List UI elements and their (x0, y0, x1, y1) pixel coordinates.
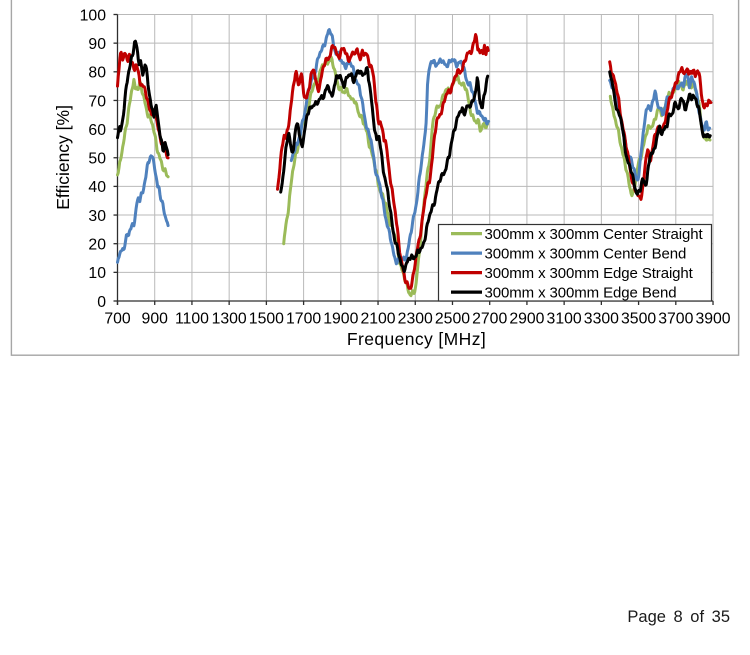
svg-text:1900: 1900 (323, 310, 358, 327)
svg-text:70: 70 (88, 93, 106, 110)
svg-text:80: 80 (88, 65, 106, 82)
svg-text:Page 8 of 35: Page 8 of 35 (627, 608, 730, 626)
svg-text:10: 10 (88, 265, 106, 282)
svg-text:50: 50 (88, 151, 106, 168)
svg-text:Frequency [MHz]: Frequency [MHz] (347, 329, 486, 349)
svg-text:3900: 3900 (695, 310, 730, 327)
svg-text:2900: 2900 (509, 310, 544, 327)
svg-text:3700: 3700 (658, 310, 693, 327)
svg-text:1700: 1700 (286, 310, 321, 327)
svg-text:3500: 3500 (621, 310, 656, 327)
svg-text:100: 100 (80, 7, 107, 24)
svg-text:2100: 2100 (360, 310, 395, 327)
svg-text:20: 20 (88, 237, 106, 254)
svg-text:90: 90 (88, 36, 106, 53)
svg-text:60: 60 (88, 122, 106, 139)
svg-text:1100: 1100 (175, 310, 209, 327)
svg-text:300mm x 300mm Edge Bend: 300mm x 300mm Edge Bend (485, 285, 677, 302)
svg-text:2700: 2700 (472, 310, 507, 327)
svg-text:3100: 3100 (547, 310, 582, 327)
svg-text:30: 30 (88, 208, 106, 225)
svg-text:2300: 2300 (398, 310, 433, 327)
svg-text:Efficiency [%]: Efficiency [%] (53, 105, 73, 210)
svg-text:1300: 1300 (212, 310, 247, 327)
svg-text:300mm x 300mm Center Straight: 300mm x 300mm Center Straight (485, 226, 704, 243)
svg-text:900: 900 (142, 310, 169, 327)
svg-text:1500: 1500 (249, 310, 284, 327)
svg-text:300mm x 300mm Edge Straight: 300mm x 300mm Edge Straight (485, 265, 694, 282)
svg-text:700: 700 (104, 310, 131, 327)
svg-text:40: 40 (88, 179, 106, 196)
svg-text:300mm x 300mm Center Bend: 300mm x 300mm Center Bend (485, 246, 687, 263)
svg-text:2500: 2500 (435, 310, 470, 327)
svg-text:0: 0 (97, 294, 106, 311)
svg-text:3300: 3300 (584, 310, 619, 327)
